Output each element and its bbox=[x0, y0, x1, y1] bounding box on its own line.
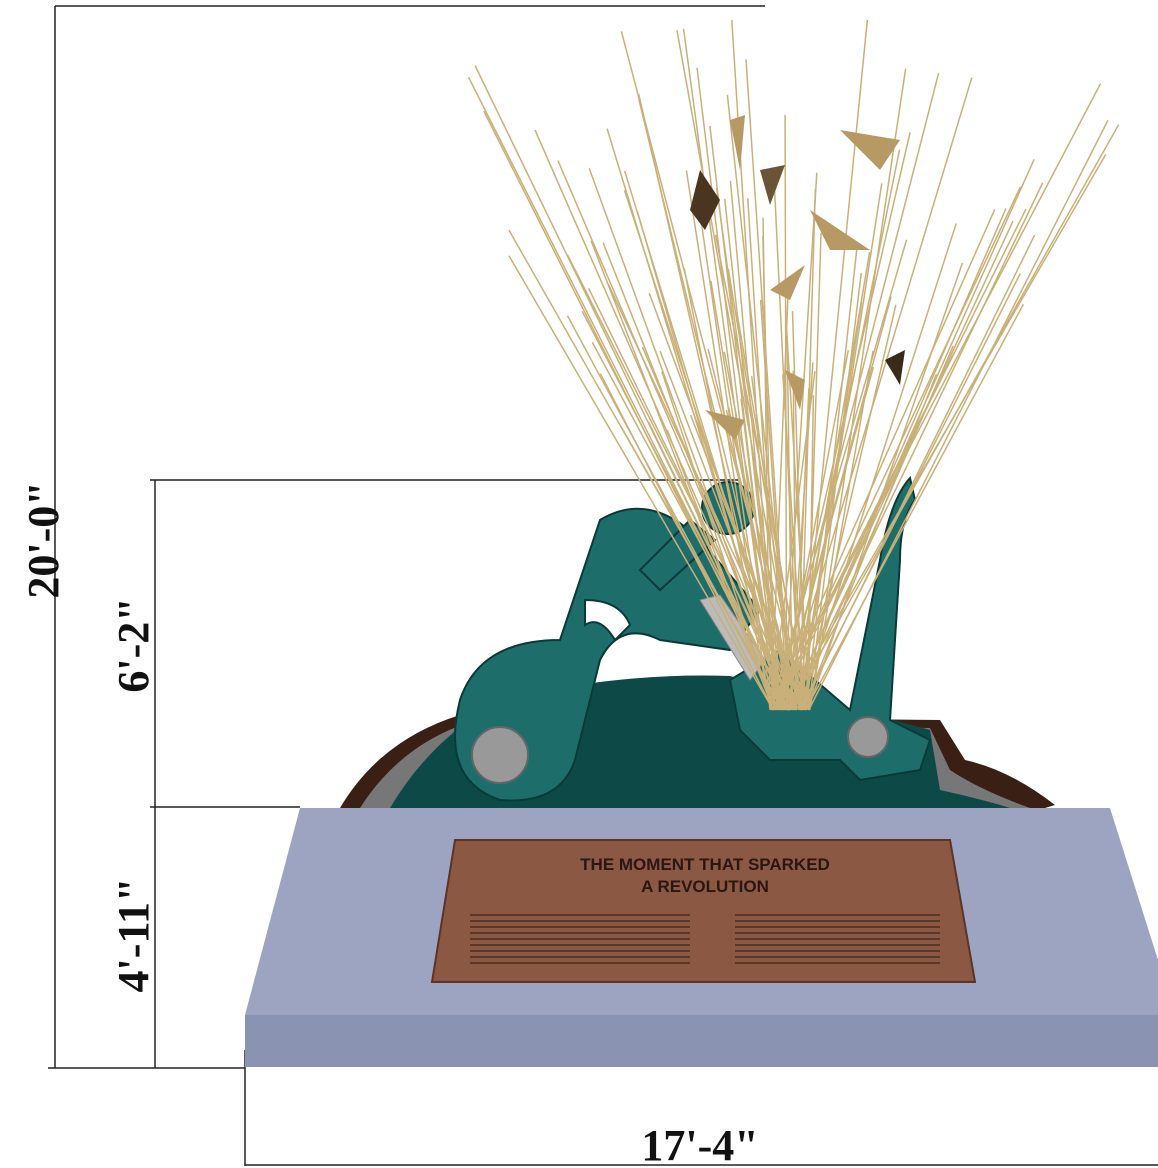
bird bbox=[810, 210, 870, 250]
dim-label: 4'-11" bbox=[109, 878, 158, 993]
birds bbox=[690, 115, 905, 440]
straw-stalk bbox=[566, 315, 781, 711]
straw-stalk bbox=[676, 30, 801, 711]
screw bbox=[471, 726, 529, 784]
plaque bbox=[430, 839, 977, 983]
straw-stalk bbox=[782, 374, 806, 711]
straw-stalk bbox=[636, 211, 784, 711]
straw-stalk bbox=[723, 198, 781, 711]
straw-stalk bbox=[807, 395, 815, 711]
straw-stalk bbox=[780, 77, 973, 711]
straw-stalk bbox=[637, 93, 780, 711]
straw-stalk bbox=[682, 28, 777, 711]
straw-stalk bbox=[807, 262, 964, 711]
dim-label: 20'-0" bbox=[19, 481, 68, 598]
straw-stalk bbox=[661, 371, 775, 711]
straw-stalk bbox=[789, 182, 1044, 711]
straw bbox=[467, 19, 1120, 711]
bird bbox=[885, 350, 905, 385]
bird bbox=[760, 165, 785, 205]
straw-stalk bbox=[696, 67, 776, 711]
straw-stalk bbox=[799, 223, 957, 711]
dim-label: 6'-2" bbox=[109, 597, 158, 692]
straw-stalk bbox=[798, 188, 817, 711]
straw-stalk bbox=[769, 371, 816, 711]
straw-stalk bbox=[508, 255, 774, 711]
base-front bbox=[245, 1015, 1158, 1067]
straw-stalk bbox=[804, 303, 1025, 711]
bird bbox=[730, 115, 745, 170]
straw-stalk bbox=[534, 129, 790, 711]
bird bbox=[785, 370, 805, 410]
bird bbox=[840, 130, 900, 170]
straw-stalk bbox=[805, 233, 822, 711]
straw-stalk bbox=[762, 217, 771, 711]
plaque-body bbox=[470, 914, 940, 964]
straw-stalk bbox=[793, 388, 810, 711]
bird bbox=[770, 265, 805, 300]
straw-stalk bbox=[769, 239, 908, 711]
bird bbox=[705, 410, 745, 440]
plaque-title: THE MOMENT THAT SPARKED bbox=[580, 855, 830, 874]
screw bbox=[847, 716, 889, 758]
straw-stalk bbox=[623, 190, 794, 711]
straw-stalk bbox=[735, 311, 807, 711]
straw-stalk bbox=[474, 65, 789, 711]
straw-stalk bbox=[770, 293, 789, 711]
straw-stalk bbox=[590, 240, 775, 711]
straw-stalk bbox=[807, 272, 862, 711]
hole bbox=[584, 598, 632, 642]
straw-stalk bbox=[808, 350, 874, 711]
straw-stalk bbox=[620, 31, 801, 711]
straw-stalk bbox=[786, 220, 1014, 711]
straw-stalk bbox=[792, 370, 798, 711]
straw-stalk bbox=[467, 76, 789, 711]
bird bbox=[690, 170, 720, 230]
straw-stalk bbox=[783, 154, 1107, 711]
straw-stalk bbox=[782, 172, 818, 711]
plaque-title: A REVOLUTION bbox=[641, 877, 769, 896]
straw-stalk bbox=[581, 310, 791, 711]
straw-stalk bbox=[750, 376, 796, 711]
straw-stalk bbox=[700, 218, 773, 711]
dim-label: 17'-4" bbox=[641, 1121, 758, 1168]
straw-stalk bbox=[557, 160, 795, 711]
straw-stalk bbox=[745, 59, 791, 711]
straw-stalk bbox=[602, 242, 790, 711]
hammer bbox=[454, 507, 762, 802]
straw-stalk bbox=[620, 427, 784, 711]
dimension-lines bbox=[48, 5, 1158, 1166]
